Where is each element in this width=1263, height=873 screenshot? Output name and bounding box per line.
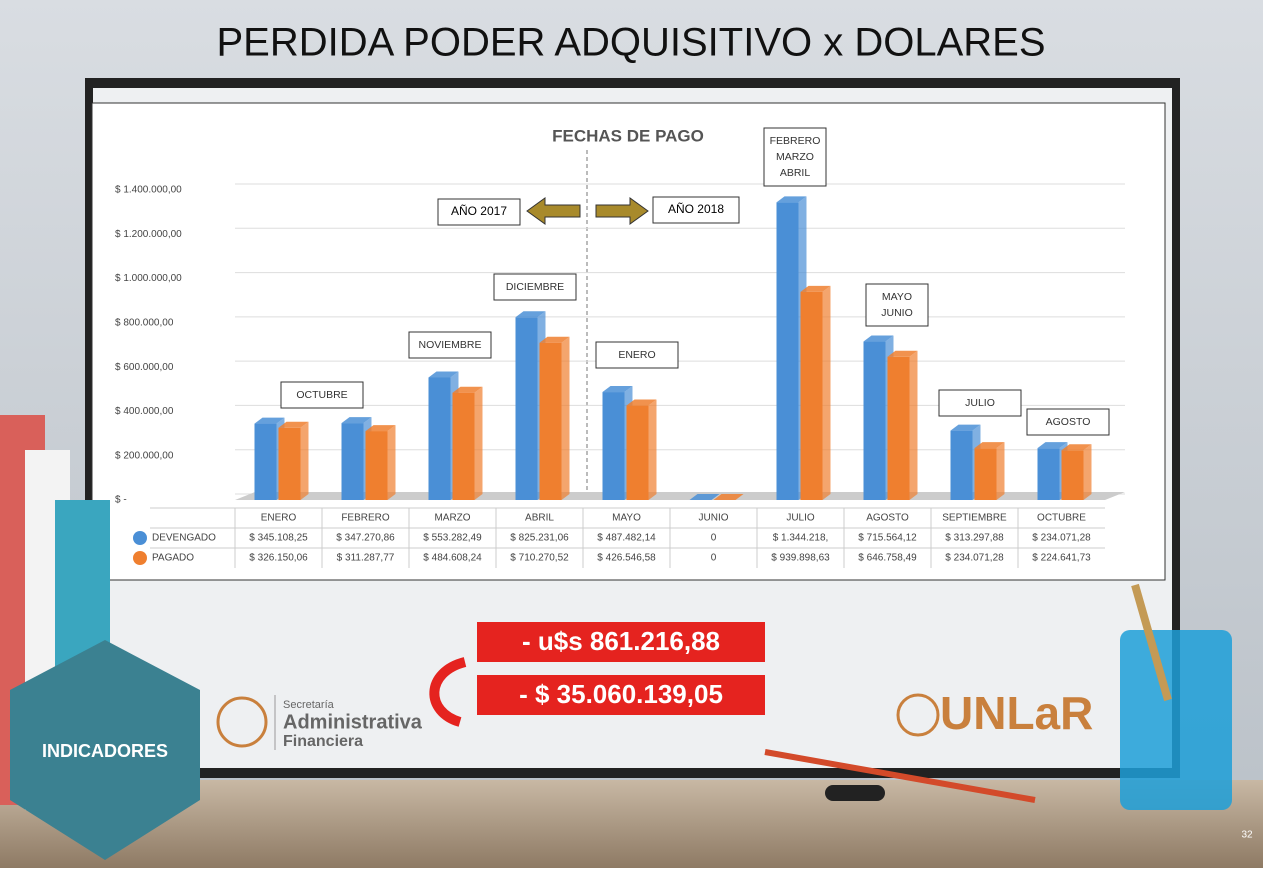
x-tick-label: ABRIL — [525, 513, 554, 524]
slide: INDICADORES PERDIDA PODER ADQUISITIVO x … — [0, 0, 1263, 868]
bar-side — [910, 351, 918, 500]
table-value: $ 710.270,52 — [510, 553, 569, 564]
bar — [279, 428, 301, 500]
year-label: AÑO 2018 — [668, 202, 724, 216]
jar — [1120, 630, 1232, 810]
y-tick-label: $ 1.400.000,00 — [115, 185, 182, 196]
annotation-text: ENERO — [618, 349, 655, 361]
slide-title: PERDIDA PODER ADQUISITIVO x DOLARES — [216, 21, 1045, 65]
table-value: $ 487.482,14 — [597, 533, 656, 544]
legend-label: DEVENGADO — [152, 533, 216, 544]
section-label: INDICADORES — [42, 741, 168, 761]
annotation-text: DICIEMBRE — [506, 281, 564, 293]
table-value: $ 234.071,28 — [945, 553, 1004, 564]
bar — [975, 448, 997, 500]
bar — [627, 406, 649, 500]
x-tick-label: FEBRERO — [341, 513, 390, 524]
x-tick-label: OCTUBRE — [1037, 513, 1086, 524]
bar-side — [475, 387, 483, 500]
bar — [1038, 448, 1060, 500]
logo-unlar: UNLaR — [940, 687, 1093, 739]
logo-text: Secretaría — [283, 699, 335, 711]
bar-side — [562, 337, 570, 500]
table-value: $ 825.231,06 — [510, 533, 569, 544]
bar — [864, 342, 886, 500]
annotation-text: MAYO — [882, 291, 912, 303]
x-tick-label: JUNIO — [699, 513, 729, 524]
chart-title: FECHAS DE PAGO — [552, 126, 704, 145]
table-value: $ 715.564,12 — [858, 533, 917, 544]
table-value: $ 1.344.218, — [773, 533, 829, 544]
table-value: $ 345.108,25 — [249, 533, 308, 544]
annotation-text: JUNIO — [881, 307, 913, 319]
x-tick-label: MAYO — [612, 513, 641, 524]
table-value: $ 484.608,24 — [423, 553, 482, 564]
bar — [951, 431, 973, 500]
table-value: $ 224.641,73 — [1032, 553, 1091, 564]
logo-text: Administrativa — [283, 711, 423, 733]
bar-side — [649, 400, 657, 500]
annotation-text: NOVIEMBRE — [418, 339, 481, 351]
table-value: $ 939.898,63 — [771, 553, 830, 564]
bar — [429, 377, 451, 500]
x-tick-label: AGOSTO — [866, 513, 909, 524]
y-tick-label: $ - — [115, 495, 127, 506]
y-tick-label: $ 1.200.000,00 — [115, 229, 182, 240]
bar-side — [1084, 444, 1092, 500]
bar-side — [823, 286, 831, 500]
annotation-text: AGOSTO — [1046, 416, 1091, 428]
table-value: $ 234.071,28 — [1032, 533, 1091, 544]
table-value: 0 — [711, 553, 717, 564]
loss-usd: - u$s 861.216,88 — [522, 626, 720, 656]
bar — [342, 423, 364, 500]
legend-swatch — [133, 551, 147, 565]
table-value: $ 311.287,77 — [337, 553, 395, 564]
bar — [540, 343, 562, 500]
table-value: $ 347.270,86 — [336, 533, 395, 544]
bar-side — [997, 442, 1005, 500]
table-value: $ 646.758,49 — [858, 553, 917, 564]
loss-ars: - $ 35.060.139,05 — [519, 679, 723, 709]
bar — [255, 424, 277, 500]
legend-swatch — [133, 531, 147, 545]
bar-side — [388, 425, 396, 500]
bar — [777, 202, 799, 500]
table-value: $ 313.297,88 — [945, 533, 1004, 544]
marker — [825, 785, 885, 801]
x-tick-label: MARZO — [434, 513, 470, 524]
y-tick-label: $ 600.000,00 — [115, 362, 174, 373]
table-value: $ 426.546,58 — [597, 553, 656, 564]
y-tick-label: $ 400.000,00 — [115, 406, 174, 417]
y-tick-label: $ 200.000,00 — [115, 450, 174, 461]
y-tick-label: $ 1.000.000,00 — [115, 273, 182, 284]
year-label: AÑO 2017 — [451, 204, 507, 218]
bar — [603, 392, 625, 500]
legend-label: PAGADO — [152, 553, 194, 564]
annotation-text: ABRIL — [780, 167, 811, 179]
bar-side — [301, 422, 309, 500]
x-tick-label: JULIO — [786, 513, 815, 524]
table-value: $ 553.282,49 — [423, 533, 482, 544]
annotation-text: MARZO — [776, 151, 814, 163]
x-tick-label: SEPTIEMBRE — [942, 513, 1007, 524]
page-number: 32 — [1241, 830, 1253, 841]
bar — [801, 292, 823, 500]
annotation-text: FEBRERO — [770, 135, 821, 147]
bar — [888, 357, 910, 500]
bar — [366, 431, 388, 500]
bar — [516, 317, 538, 500]
annotation-text: JULIO — [965, 397, 995, 409]
annotation-text: OCTUBRE — [296, 389, 347, 401]
table-value: 0 — [711, 533, 717, 544]
bar — [1062, 450, 1084, 500]
table-value: $ 326.150,06 — [249, 553, 308, 564]
x-tick-label: ENERO — [261, 513, 297, 524]
y-tick-label: $ 800.000,00 — [115, 317, 174, 328]
logo-text: Financiera — [283, 733, 363, 750]
bar — [453, 393, 475, 500]
